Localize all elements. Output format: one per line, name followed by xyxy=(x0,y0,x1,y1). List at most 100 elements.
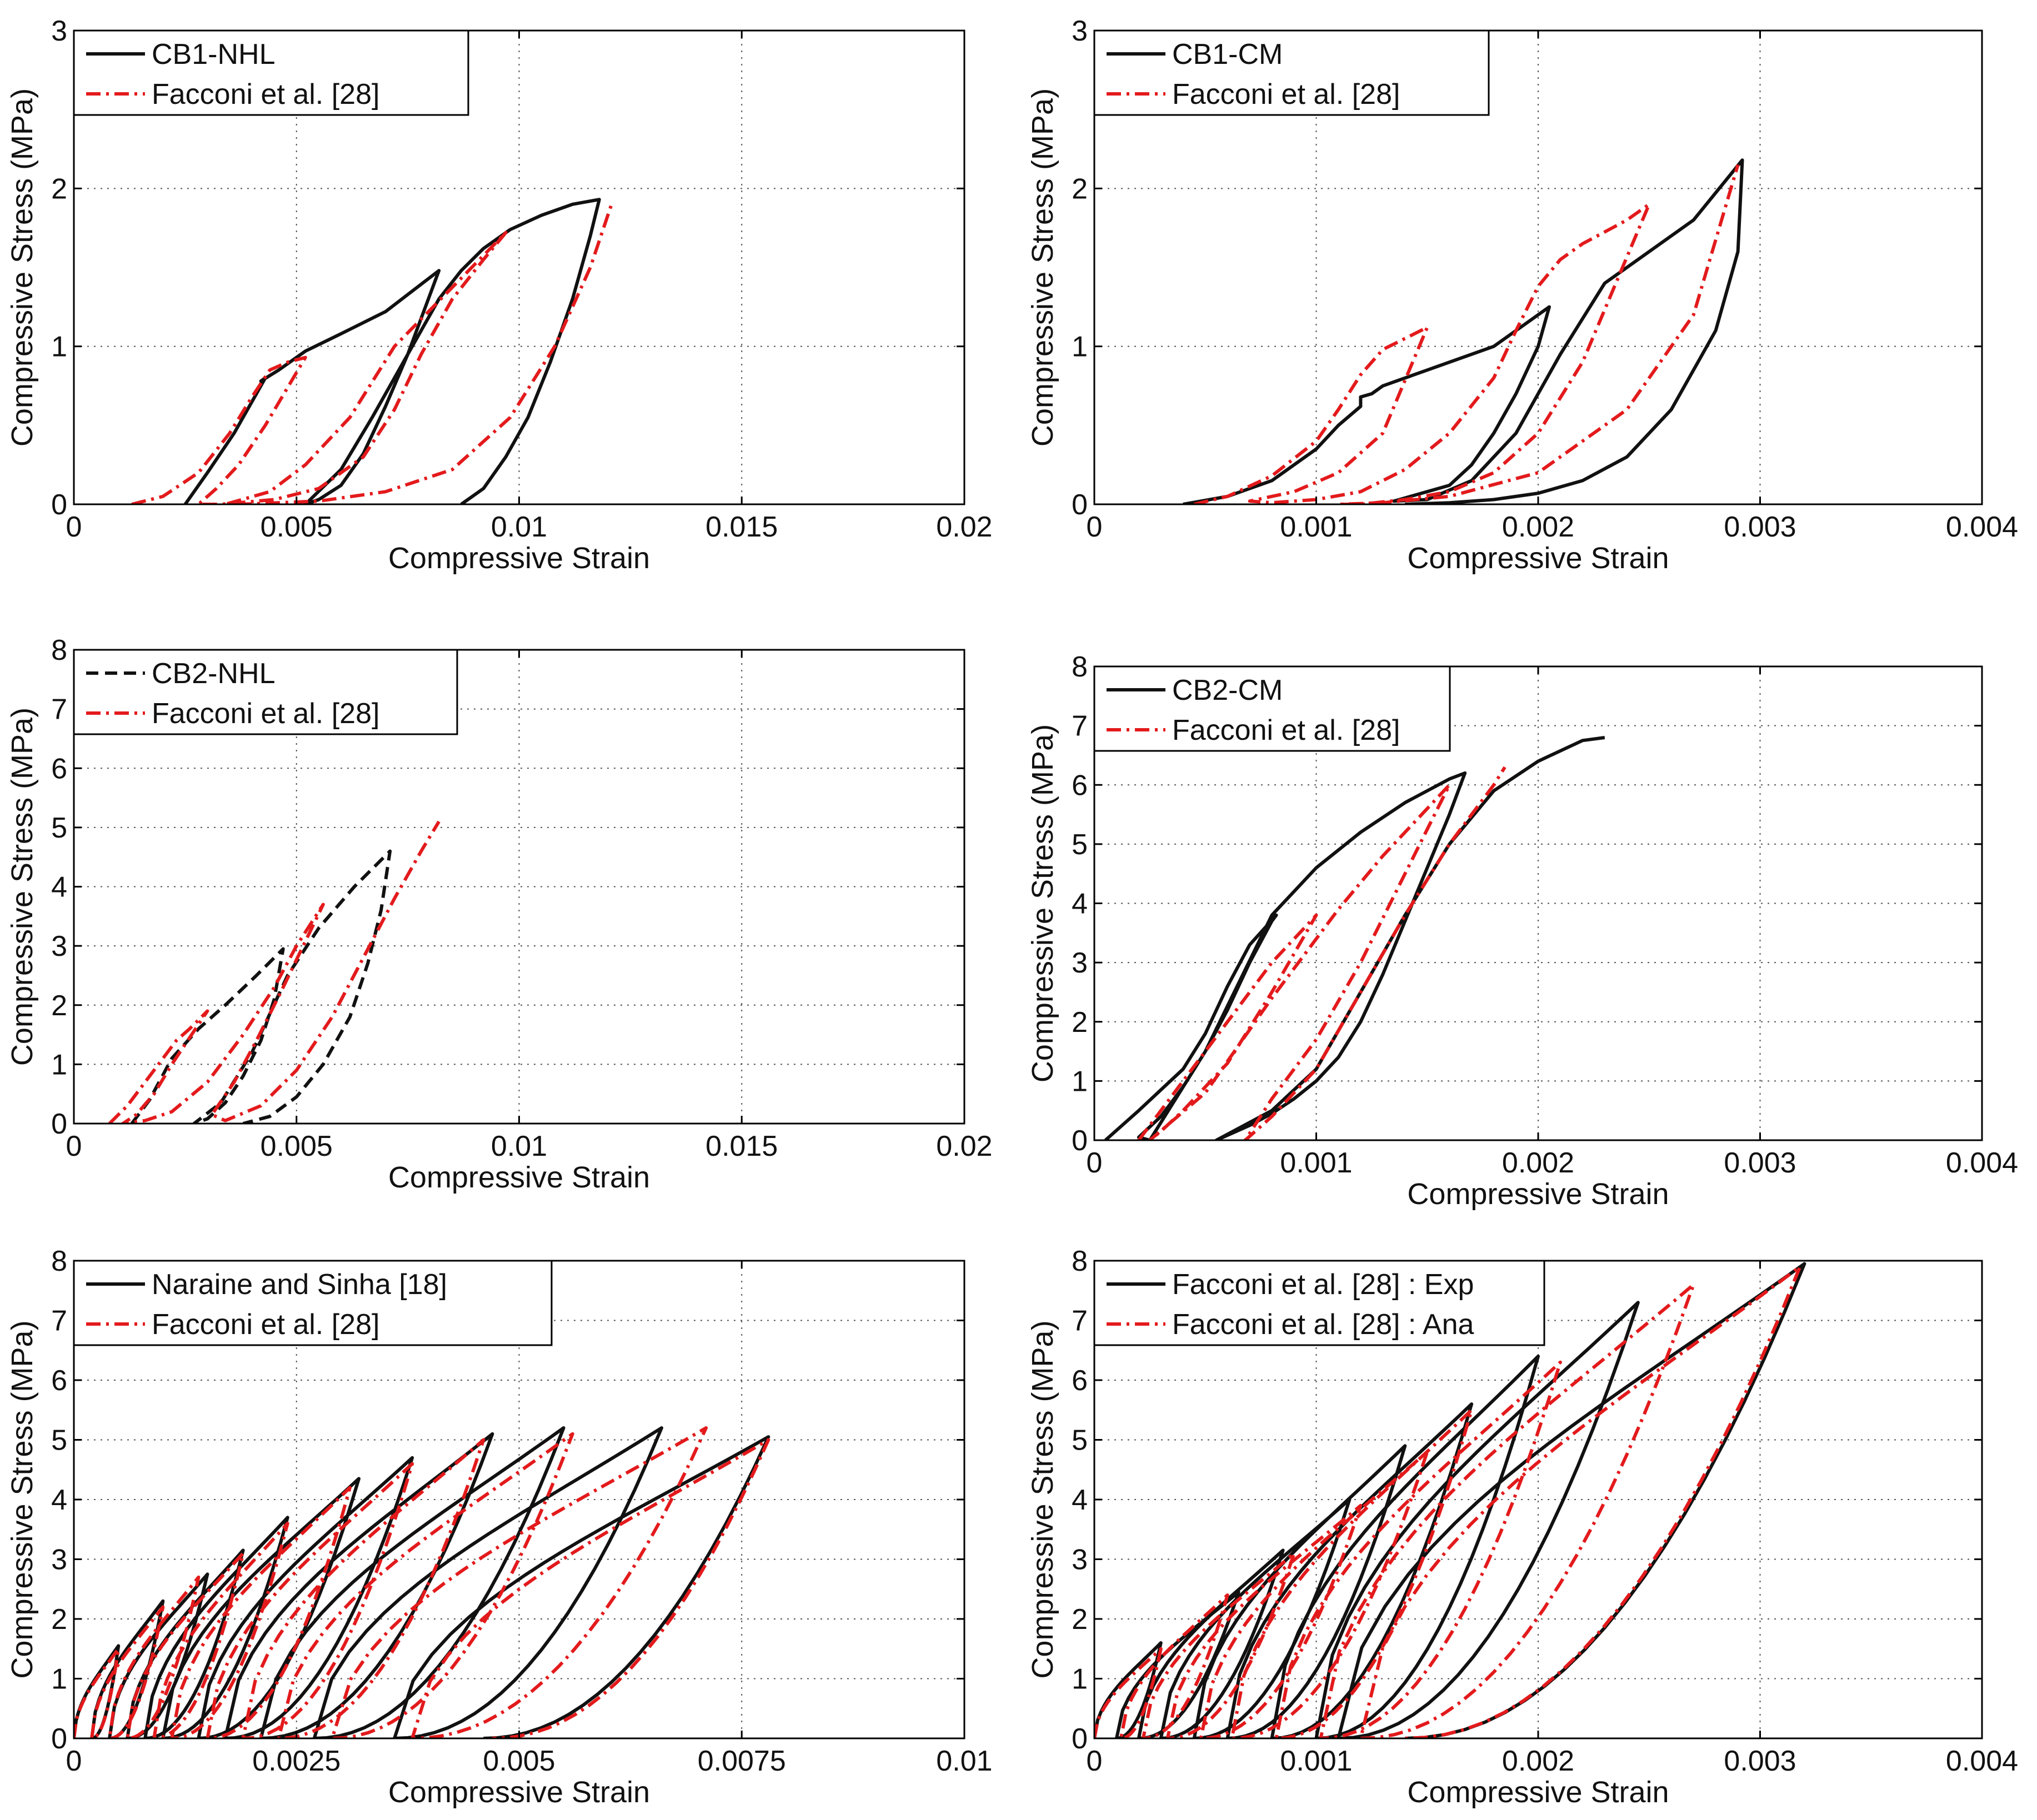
y-tick-label: 2 xyxy=(51,173,67,205)
y-tick-label: 1 xyxy=(51,1049,67,1081)
panel-top-right: 0 0.001 0.002 0.003 0.004 0 1 2 3 Compressive Str… xyxy=(1026,15,2018,575)
series-line-red xyxy=(74,1426,770,1738)
x-tick-label: 0.004 xyxy=(1946,1745,2018,1777)
y-tick-label: 2 xyxy=(1072,173,1088,205)
y-tick-label: 6 xyxy=(1072,769,1088,801)
y-tick-label: 6 xyxy=(1072,1365,1088,1397)
legend-box xyxy=(1093,1260,1545,1346)
legend-label: Facconi et al. [28] xyxy=(1172,78,1400,111)
y-tick-label: 7 xyxy=(51,694,67,726)
x-tick-label: 0.02 xyxy=(936,511,992,543)
series-line-red xyxy=(131,200,614,504)
legend: CB2-CM Facconi et al. [28] xyxy=(1093,665,1451,752)
x-tick-label: 0 xyxy=(1087,1147,1103,1179)
x-tick-label: 0.002 xyxy=(1502,1147,1574,1179)
legend: Naraine and Sinha [18] Facconi et al. [28… xyxy=(73,1260,553,1346)
series-line-red xyxy=(1094,1265,1802,1738)
y-tick-label: 4 xyxy=(1072,1484,1088,1516)
x-tick-label: 0.001 xyxy=(1280,1745,1352,1777)
x-tick-label: 0.002 xyxy=(1502,511,1574,543)
x-tick-label: 0.015 xyxy=(705,1130,778,1162)
legend-box xyxy=(1093,665,1451,752)
y-axis-title: Compressive Stress (MPa) xyxy=(1026,88,1059,447)
panel-bottom-left: 0 0.0025 0.005 0.0075 0.01 0 1 2 3 4 5 6 7 8 Compressi… xyxy=(6,1245,993,1809)
x-tick-label: 0.02 xyxy=(936,1130,992,1162)
y-axis-title: Compressive Stress (MPa) xyxy=(6,88,39,447)
legend-label: Facconi et al. [28] xyxy=(152,78,379,111)
y-tick-label: 4 xyxy=(1072,888,1088,920)
y-axis-title: Compressive Stress (MPa) xyxy=(6,1320,39,1678)
legend-label: Facconi et al. [28] xyxy=(152,1308,379,1341)
y-tick-label: 2 xyxy=(1072,1006,1088,1039)
x-tick-label: 0.003 xyxy=(1724,511,1796,543)
x-tick-label: 0.0025 xyxy=(252,1745,341,1777)
legend-label: CB2-CM xyxy=(1172,674,1283,706)
x-axis-title: Compressive Strain xyxy=(1407,1177,1669,1211)
x-tick-label: 0.005 xyxy=(483,1745,555,1777)
y-tick-label: 1 xyxy=(1072,1663,1088,1696)
legend-box xyxy=(1093,29,1490,116)
y-tick-label: 0 xyxy=(1072,489,1088,521)
y-tick-label: 5 xyxy=(1072,1425,1088,1457)
panel-middle-right: 0 0.001 0.002 0.003 0.004 0 1 2 3 4 5 6 7 8 Compressiv… xyxy=(1026,651,2018,1211)
y-tick-label: 3 xyxy=(1072,1544,1088,1576)
series-line-red xyxy=(1194,164,1740,504)
x-axis-title: Compressive Strain xyxy=(1407,1776,1669,1809)
x-axis-title: Compressive Strain xyxy=(1407,542,1669,575)
legend-box xyxy=(73,1260,553,1346)
legend-label: Facconi et al. [28] : Exp xyxy=(1172,1269,1474,1301)
series-line-red xyxy=(108,820,441,1124)
legend-label: Naraine and Sinha [18] xyxy=(152,1269,447,1301)
series-line-black xyxy=(1094,1262,1806,1738)
legend-label: Facconi et al. [28] : Ana xyxy=(1172,1308,1474,1341)
y-tick-label: 2 xyxy=(1072,1603,1088,1636)
x-tick-label: 0 xyxy=(1087,1745,1103,1777)
y-tick-label: 3 xyxy=(1072,947,1088,979)
series-line-red xyxy=(1137,766,1507,1140)
x-tick-label: 0.005 xyxy=(261,1130,333,1162)
y-tick-label: 3 xyxy=(51,15,67,47)
x-tick-label: 0.01 xyxy=(491,1130,547,1162)
x-tick-label: 0.002 xyxy=(1502,1745,1574,1777)
y-tick-label: 5 xyxy=(51,1425,67,1457)
panel-top-left: 0 0.005 0.01 0.015 0.02 0 1 2 3 Compressive Strai… xyxy=(6,15,993,575)
y-tick-label: 6 xyxy=(51,753,67,785)
y-tick-label: 0 xyxy=(1072,1125,1088,1157)
x-tick-label: 0.01 xyxy=(936,1745,992,1777)
legend: Facconi et al. [28] : Exp Facconi et al. … xyxy=(1093,1260,1545,1346)
y-tick-label: 4 xyxy=(51,871,67,904)
legend-label: Facconi et al. [28] xyxy=(1172,714,1400,746)
x-tick-label: 0.001 xyxy=(1280,511,1352,543)
y-tick-label: 1 xyxy=(1072,331,1088,363)
legend-label: CB1-NHL xyxy=(152,38,276,71)
legend-box xyxy=(73,649,458,735)
legend-label: Facconi et al. [28] xyxy=(152,698,379,730)
legend-label: CB2-NHL xyxy=(152,658,276,690)
y-tick-label: 8 xyxy=(1072,1245,1088,1277)
y-tick-label: 1 xyxy=(1072,1065,1088,1097)
legend: CB2-NHL Facconi et al. [28] xyxy=(73,649,458,735)
y-axis-title: Compressive Stress (MPa) xyxy=(6,708,39,1066)
y-tick-label: 1 xyxy=(51,331,67,363)
legend-box xyxy=(73,29,469,116)
series-line-black xyxy=(130,849,392,1124)
y-tick-label: 7 xyxy=(1072,710,1088,743)
legend-label: CB1-CM xyxy=(1172,38,1283,71)
y-tick-label: 3 xyxy=(51,930,67,962)
y-tick-label: 4 xyxy=(51,1484,67,1516)
y-tick-label: 2 xyxy=(51,1603,67,1636)
y-tick-label: 8 xyxy=(1072,651,1088,683)
x-tick-label: 0.003 xyxy=(1724,1147,1796,1179)
x-tick-label: 0.001 xyxy=(1280,1147,1352,1179)
x-tick-label: 0.005 xyxy=(261,511,333,543)
y-tick-label: 6 xyxy=(51,1365,67,1397)
y-tick-label: 8 xyxy=(51,1245,67,1277)
legend: CB1-NHL Facconi et al. [28] xyxy=(73,29,469,116)
y-tick-label: 7 xyxy=(51,1305,67,1337)
x-tick-label: 0.01 xyxy=(491,511,547,543)
x-axis-title: Compressive Strain xyxy=(388,1161,650,1194)
x-tick-label: 0.003 xyxy=(1724,1745,1796,1777)
y-tick-label: 1 xyxy=(51,1663,67,1696)
y-tick-label: 5 xyxy=(51,812,67,844)
